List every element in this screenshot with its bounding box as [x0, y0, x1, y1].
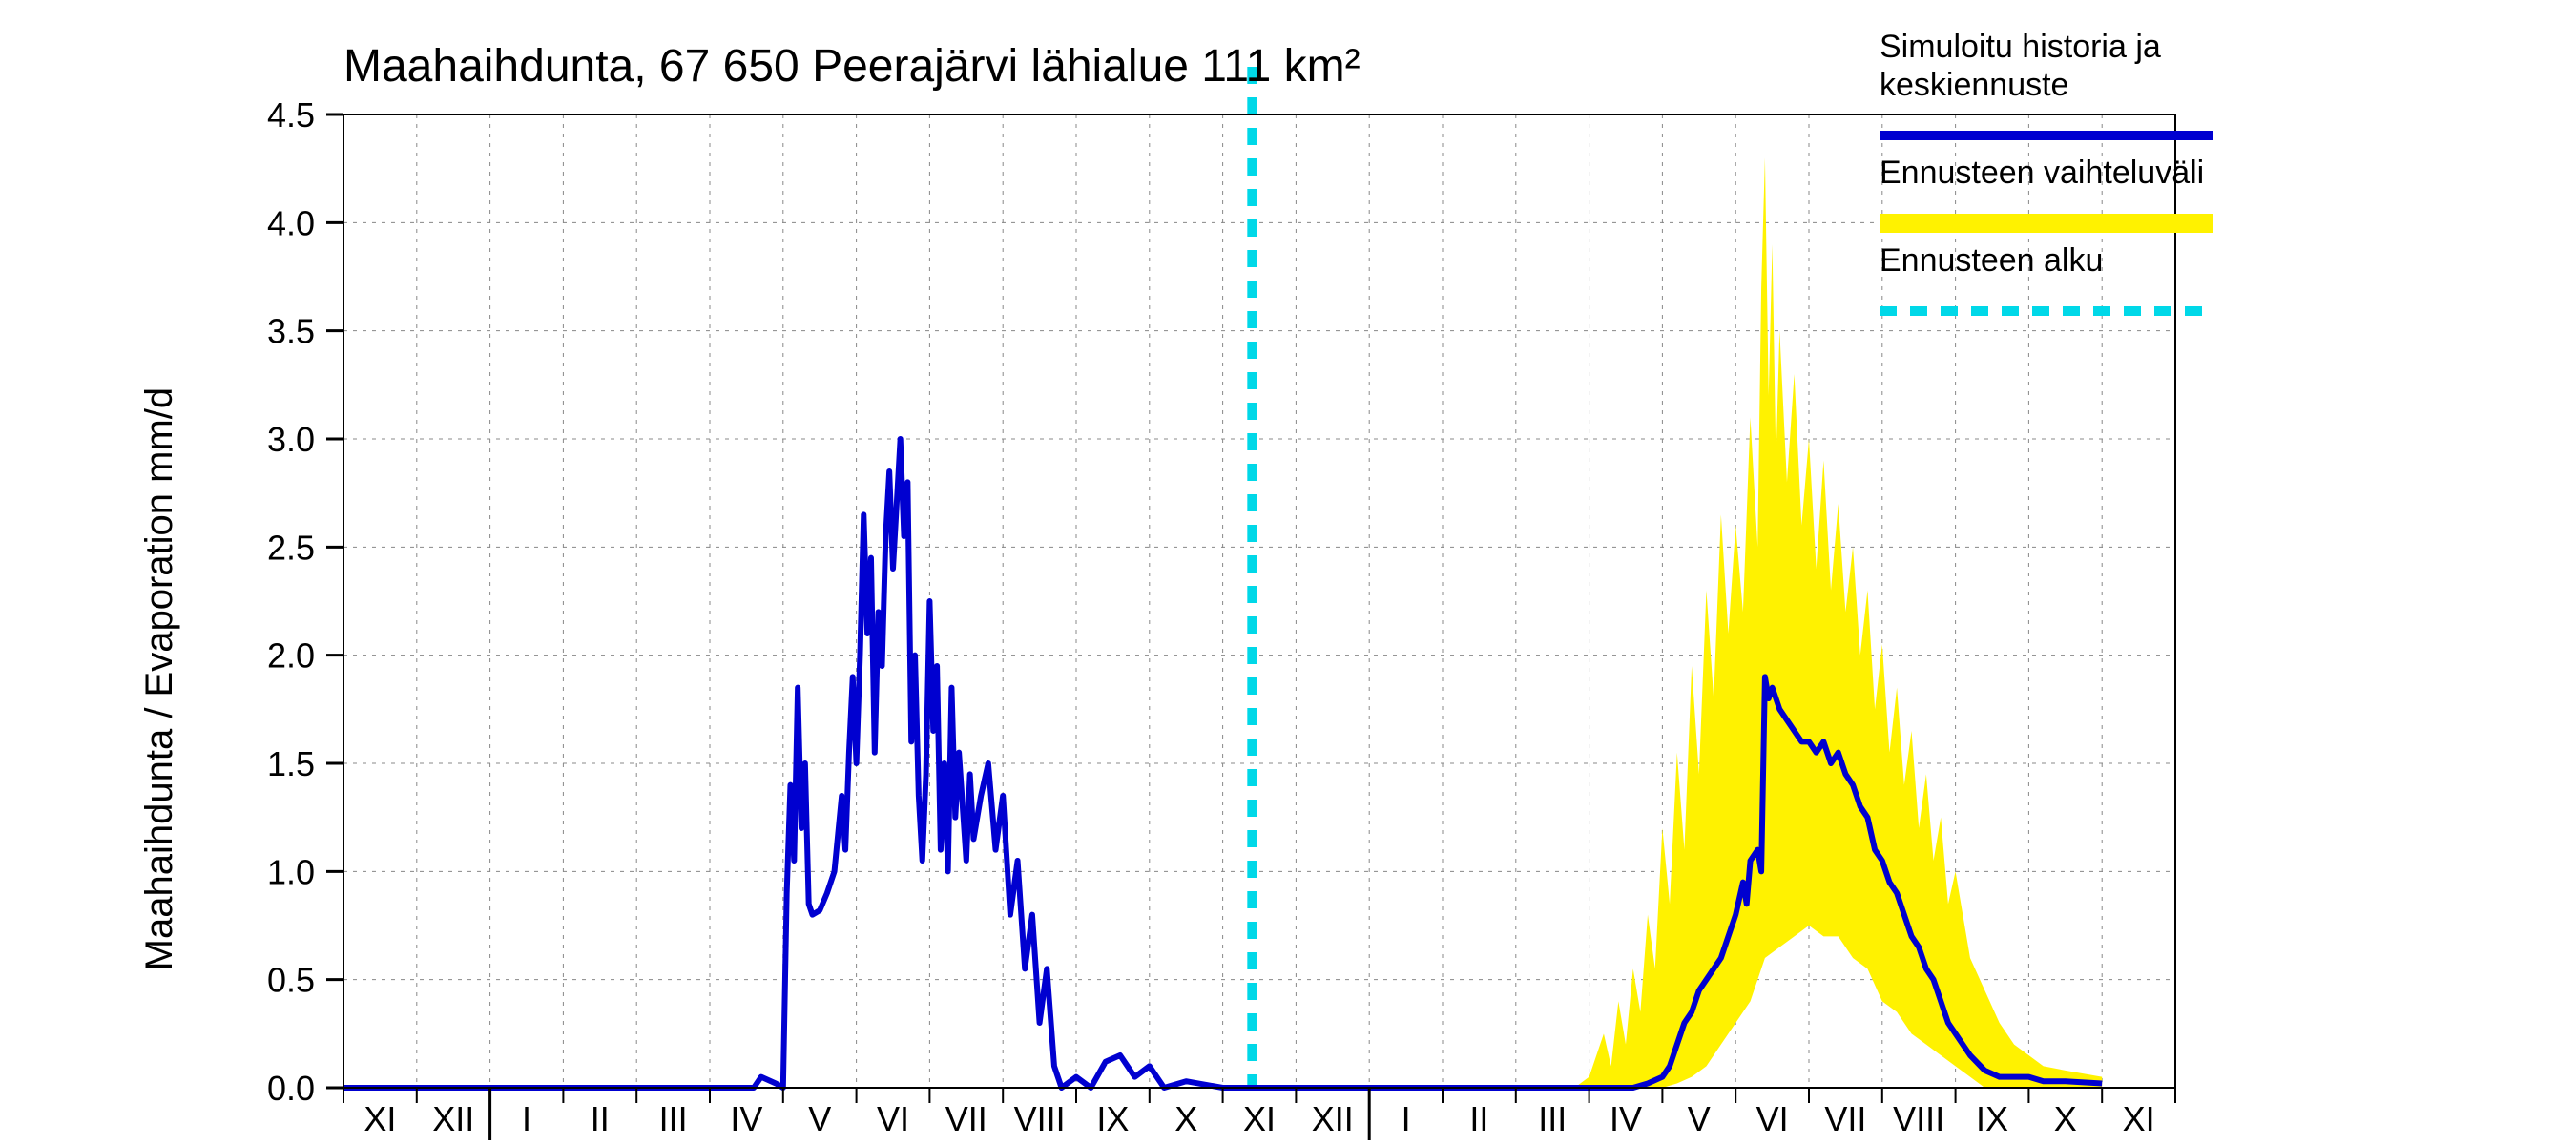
x-tick-label: III: [659, 1099, 688, 1138]
y-axis-label: Maahaihdunta / Evaporation mm/d: [138, 387, 180, 970]
y-tick-label: 2.0: [267, 636, 315, 676]
x-tick-label: XI: [2123, 1099, 2155, 1138]
y-tick-label: 1.0: [267, 852, 315, 891]
y-tick-label: 4.0: [267, 203, 315, 242]
legend-label: Simuloitu historia ja: [1880, 29, 2161, 65]
x-tick-label: VIII: [1014, 1099, 1066, 1138]
x-tick-label: XII: [1312, 1099, 1354, 1138]
y-tick-label: 3.5: [267, 312, 315, 351]
legend-label: keskiennuste: [1880, 67, 2068, 103]
y-tick-label: 3.0: [267, 420, 315, 459]
x-tick-label: II: [1469, 1099, 1488, 1138]
x-tick-label: VIII: [1893, 1099, 1944, 1138]
x-tick-label: V: [1688, 1099, 1711, 1138]
x-tick-label: XI: [364, 1099, 396, 1138]
x-tick-label: I: [522, 1099, 531, 1138]
legend-label: Ennusteen vaihteluväli: [1880, 155, 2204, 191]
y-tick-label: 1.5: [267, 744, 315, 783]
x-tick-label: IV: [1610, 1099, 1642, 1138]
x-tick-label: IV: [730, 1099, 762, 1138]
y-tick-label: 4.5: [267, 95, 315, 135]
x-tick-label: IX: [1976, 1099, 2008, 1138]
x-tick-label: XII: [432, 1099, 474, 1138]
x-tick-label: VII: [1824, 1099, 1866, 1138]
x-tick-label: VI: [1756, 1099, 1789, 1138]
x-tick-label: IX: [1096, 1099, 1129, 1138]
x-tick-label: II: [591, 1099, 610, 1138]
x-tick-label: VII: [945, 1099, 987, 1138]
legend-label: Ennusteen alku: [1880, 242, 2103, 279]
y-tick-label: 0.5: [267, 961, 315, 1000]
x-tick-label: XI: [1243, 1099, 1276, 1138]
x-tick-label: V: [808, 1099, 831, 1138]
chart-svg: 0.00.51.01.52.02.53.03.54.04.5XIXIIIIIII…: [0, 0, 2576, 1145]
x-tick-label: X: [2054, 1099, 2077, 1138]
x-tick-label: III: [1538, 1099, 1567, 1138]
x-tick-label: I: [1402, 1099, 1411, 1138]
x-tick-label: X: [1174, 1099, 1197, 1138]
chart-title: Maahaihdunta, 67 650 Peerajärvi lähialue…: [343, 41, 1361, 92]
y-tick-label: 2.5: [267, 528, 315, 567]
chart-container: 0.00.51.01.52.02.53.03.54.04.5XIXIIIIIII…: [0, 0, 2576, 1145]
x-tick-label: VI: [877, 1099, 909, 1138]
y-tick-label: 0.0: [267, 1069, 315, 1108]
